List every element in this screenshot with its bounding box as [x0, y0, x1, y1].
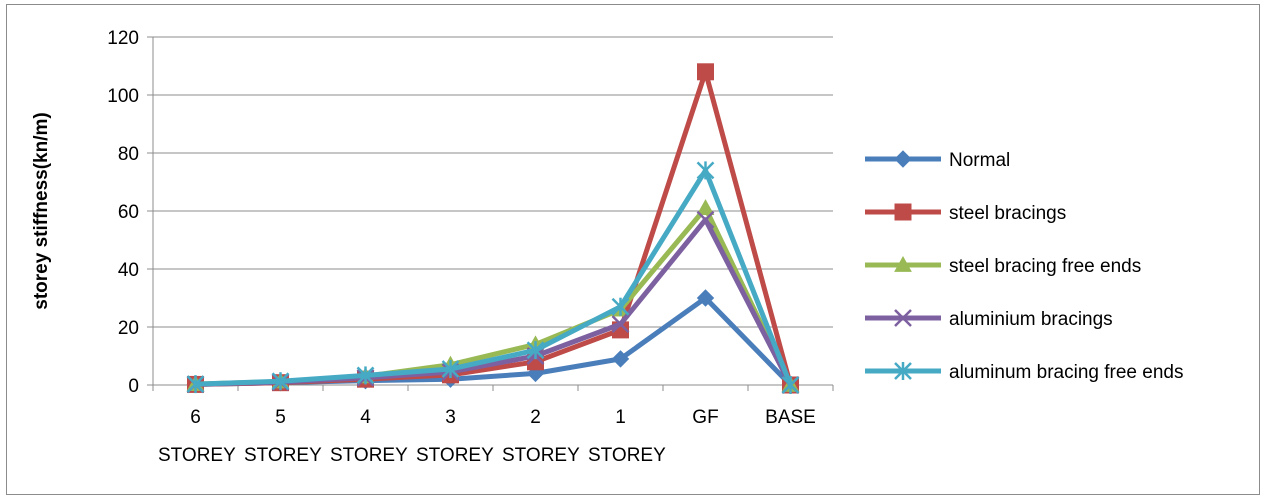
- y-tick-label: 0: [128, 376, 139, 397]
- legend-label: steel bracing free ends: [949, 256, 1141, 277]
- x-tick-sublabel: STOREY: [244, 445, 322, 466]
- x-tick-label: 2: [530, 407, 541, 428]
- series-steel-bracings: [188, 64, 799, 393]
- gridlines: [153, 37, 833, 327]
- x-tick-sublabel: STOREY: [330, 445, 408, 466]
- y-tick-label: 120: [107, 28, 139, 49]
- series-line: [196, 298, 791, 385]
- data-point: [698, 161, 714, 179]
- x-tick-label: 1: [615, 407, 626, 428]
- legend-item: aluminium bracings: [865, 309, 1113, 330]
- data-point: [895, 151, 911, 167]
- x-tick-label: 4: [360, 407, 371, 428]
- series-group: [188, 64, 799, 394]
- data-point: [895, 204, 911, 220]
- legend: Normal steel bracings steel bracing free e…: [865, 150, 1183, 383]
- chart-container: 0 20 40 60 80 100 120 6 5 4 3 2 1 GF BASE STOREY STOREY S…: [6, 4, 1260, 495]
- y-axis-title: storey stiffness(kn/m): [31, 112, 52, 309]
- y-tick-label: 80: [118, 144, 139, 165]
- y-tick-label: 100: [107, 86, 139, 107]
- legend-item: steel bracings: [865, 203, 1066, 224]
- legend-item: aluminum bracing free ends: [865, 362, 1183, 383]
- legend-item: Normal: [865, 150, 1010, 171]
- legend-label: Normal: [949, 150, 1010, 171]
- x-tick-sublabel: STOREY: [416, 445, 494, 466]
- x-tick-label: BASE: [765, 407, 816, 428]
- legend-label: aluminium bracings: [949, 309, 1113, 330]
- x-tick-sublabel: STOREY: [502, 445, 580, 466]
- x-tick-sublabel: STOREY: [588, 445, 666, 466]
- line-chart: 0 20 40 60 80 100 120 6 5 4 3 2 1 GF BASE STOREY STOREY S…: [7, 5, 1261, 496]
- x-tick-label: GF: [692, 407, 718, 428]
- x-tick-label: 5: [275, 407, 286, 428]
- x-tick-sublabel: STOREY: [158, 445, 236, 466]
- y-tick-label: 40: [118, 260, 139, 281]
- legend-label: steel bracings: [949, 203, 1066, 224]
- y-tick-label: 20: [118, 318, 139, 339]
- x-tick-label: 3: [445, 407, 456, 428]
- y-tick-label: 60: [118, 202, 139, 223]
- series-aluminum-bracing-free-ends: [188, 161, 799, 394]
- legend-label: aluminum bracing free ends: [949, 362, 1183, 383]
- data-point: [698, 64, 714, 80]
- legend-item: steel bracing free ends: [865, 256, 1141, 277]
- x-tick-label: 6: [190, 407, 201, 428]
